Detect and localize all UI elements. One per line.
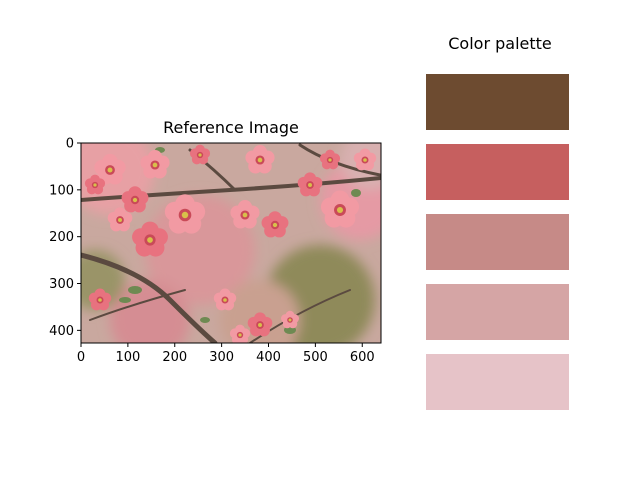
x-tick-label: 100 — [115, 350, 140, 365]
y-tick-label: 0 — [66, 137, 74, 152]
palette-swatch — [426, 354, 569, 410]
y-tick-label: 200 — [49, 230, 74, 245]
y-tick-label: 300 — [49, 277, 74, 292]
palette-title: Color palette — [448, 34, 552, 53]
palette-swatch — [426, 284, 569, 340]
y-tick-label: 400 — [49, 324, 74, 339]
image-axes-frame — [80, 142, 382, 344]
palette-swatch — [426, 74, 569, 130]
y-axis: 0 100 200 300 400 — [49, 137, 81, 339]
palette-swatch — [426, 214, 569, 270]
reference-photo — [81, 143, 381, 343]
x-axis: 0 100 200 300 400 500 600 — [77, 343, 375, 365]
x-tick-label: 400 — [256, 350, 281, 365]
palette-swatch — [426, 144, 569, 200]
y-tick-label: 100 — [49, 183, 74, 198]
x-tick-label: 500 — [303, 350, 328, 365]
color-palette — [426, 74, 569, 410]
x-tick-label: 600 — [350, 350, 375, 365]
x-tick-label: 300 — [209, 350, 234, 365]
x-tick-label: 200 — [162, 350, 187, 365]
reference-image-title: Reference Image — [163, 118, 299, 137]
x-tick-label: 0 — [77, 350, 85, 365]
